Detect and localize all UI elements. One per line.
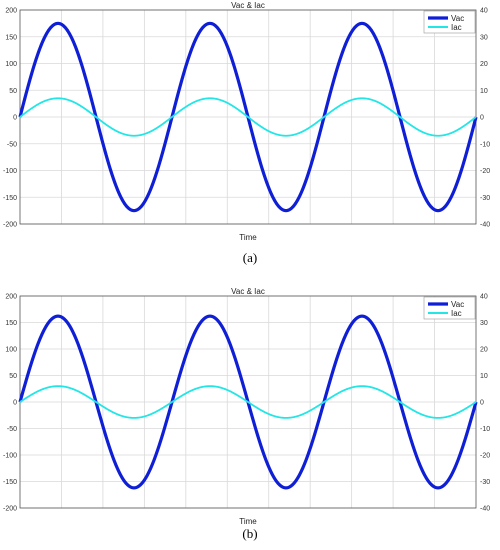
legend-box <box>423 10 476 34</box>
y-left-tick-label: 0 <box>13 400 17 407</box>
y-right-tick-label: 20 <box>480 347 488 354</box>
y-right-tick-label: -30 <box>480 195 490 202</box>
y-left-tick-label: -100 <box>3 453 17 460</box>
y-left-tick-label: 0 <box>13 115 17 122</box>
y-left-tick-label: 50 <box>9 88 17 95</box>
x-axis-label: Time <box>239 233 257 242</box>
y-left-tick-label: 50 <box>9 373 17 380</box>
y-right-tick-label: -40 <box>480 222 490 229</box>
y-left-tick-label: -150 <box>3 195 17 202</box>
chart-panel-b: 200150100500-50-100-150-200403020100-10-… <box>3 287 490 541</box>
x-axis-label: Time <box>239 517 257 526</box>
y-right-tick-label: 40 <box>480 8 488 15</box>
series-line-iac <box>19 385 477 419</box>
y-right-tick-label: -40 <box>480 506 490 513</box>
y-left-tick-label: 200 <box>5 294 17 301</box>
chart-title: Vac & Iac <box>231 1 265 10</box>
y-left-tick-label: 150 <box>5 320 17 327</box>
y-right-tick-label: -10 <box>480 141 490 148</box>
y-right-tick-label: 30 <box>480 320 488 327</box>
chart-title: Vac & Iac <box>231 287 265 296</box>
legend-box <box>423 296 476 320</box>
y-right-tick-label: 10 <box>480 88 488 95</box>
panel-caption: (a) <box>243 250 257 265</box>
y-left-tick-label: 200 <box>5 8 17 15</box>
y-right-tick-label: 30 <box>480 34 488 41</box>
chart-panel-a: 200150100500-50-100-150-200403020100-10-… <box>3 1 490 265</box>
y-left-tick-label: -200 <box>3 222 17 229</box>
panel-caption: (b) <box>242 526 257 541</box>
y-right-tick-label: -10 <box>480 426 490 433</box>
legend-label-iac: Iac <box>451 23 462 32</box>
y-left-tick-label: -150 <box>3 479 17 486</box>
legend-label-vac: Vac <box>451 14 464 23</box>
y-left-tick-label: -50 <box>7 426 17 433</box>
legend-label-vac: Vac <box>451 300 464 309</box>
y-left-tick-label: 100 <box>5 61 17 68</box>
y-left-tick-label: 100 <box>5 347 17 354</box>
y-left-tick-label: 150 <box>5 34 17 41</box>
y-right-tick-label: 20 <box>480 61 488 68</box>
y-right-tick-label: 40 <box>480 294 488 301</box>
y-right-tick-label: -20 <box>480 453 490 460</box>
y-right-tick-label: -30 <box>480 479 490 486</box>
series-line-iac <box>19 97 477 137</box>
y-left-tick-label: -100 <box>3 168 17 175</box>
y-right-tick-label: 0 <box>480 400 484 407</box>
y-right-tick-label: -20 <box>480 168 490 175</box>
legend-label-iac: Iac <box>451 309 462 318</box>
y-right-tick-label: 0 <box>480 115 484 122</box>
y-right-tick-label: 10 <box>480 373 488 380</box>
y-left-tick-label: -50 <box>7 141 17 148</box>
y-left-tick-label: -200 <box>3 506 17 513</box>
